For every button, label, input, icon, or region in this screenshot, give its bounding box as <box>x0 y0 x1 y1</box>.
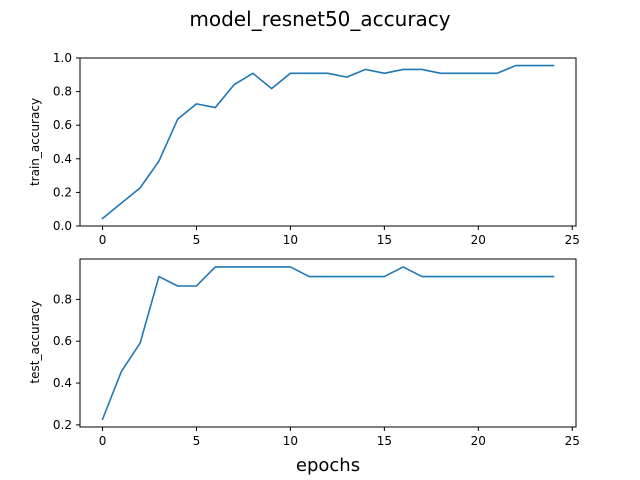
test-ytick-label: 0.8 <box>53 292 72 306</box>
train-accuracy-plot: train_accuracy 0 5 10 15 20 25 0.0 0.2 0.4 0.6 0.8… <box>28 51 580 247</box>
train-accuracy-line <box>101 64 555 220</box>
test-accuracy-plot: test_accuracy 0 5 10 15 20 25 0.2 0.4 0.6 0.8 <box>28 258 580 448</box>
train-ytick-label: 0.6 <box>53 118 72 132</box>
train-ytick-label: 0.2 <box>53 185 72 199</box>
train-accuracy-ylabel: train_accuracy <box>28 98 42 186</box>
train-ytick-label: 1.0 <box>53 51 72 65</box>
test-axes-frame <box>79 258 577 428</box>
train-xtick-label: 10 <box>283 233 298 247</box>
train-ytick-label: 0.8 <box>53 85 72 99</box>
train-xtick-label: 25 <box>565 233 580 247</box>
figure-title: model_resnet50_accuracy <box>189 7 450 31</box>
test-xtick-label: 20 <box>471 434 486 448</box>
train-xtick-label: 20 <box>471 233 486 247</box>
test-ytick-label: 0.2 <box>53 418 72 432</box>
test-xtick-label: 15 <box>377 434 392 448</box>
shared-xlabel: epochs <box>296 455 360 476</box>
test-xtick-label: 5 <box>193 434 201 448</box>
test-accuracy-line <box>101 266 555 421</box>
train-xtick-label: 15 <box>377 233 392 247</box>
train-ytick-label: 0.0 <box>53 219 72 233</box>
test-accuracy-ylabel: test_accuracy <box>28 300 42 383</box>
test-ytick-label: 0.6 <box>53 334 72 348</box>
train-xtick-label: 5 <box>193 233 201 247</box>
train-axes-frame <box>79 57 577 227</box>
test-xtick-label: 0 <box>99 434 107 448</box>
train-ytick-label: 0.4 <box>53 152 72 166</box>
test-ytick-label: 0.4 <box>53 376 72 390</box>
train-xtick-label: 0 <box>99 233 107 247</box>
test-xtick-label: 10 <box>283 434 298 448</box>
test-xtick-label: 25 <box>565 434 580 448</box>
